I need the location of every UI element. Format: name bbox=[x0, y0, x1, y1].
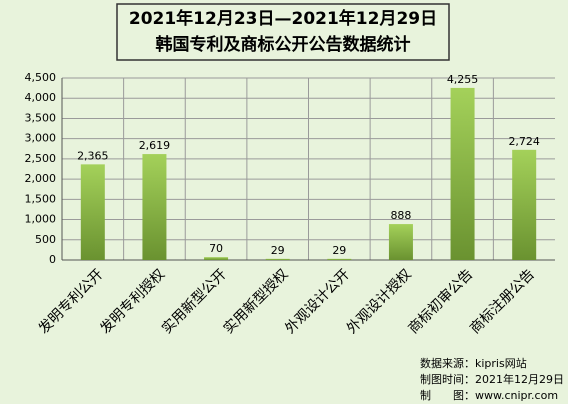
y-tick-label: 4,500 bbox=[25, 71, 57, 84]
data-label: 888 bbox=[390, 209, 411, 222]
data-label: 2,365 bbox=[77, 149, 109, 162]
data-label: 2,724 bbox=[508, 135, 540, 148]
data-label: 2,619 bbox=[139, 139, 171, 152]
source-note: 制图时间：2021年12月29日 bbox=[420, 372, 564, 386]
data-label: 29 bbox=[271, 244, 285, 257]
bar bbox=[265, 258, 290, 260]
data-label: 29 bbox=[332, 244, 346, 257]
bar bbox=[142, 154, 167, 260]
y-tick-label: 3,500 bbox=[25, 111, 57, 124]
y-tick-label: 1,500 bbox=[25, 192, 57, 205]
y-tick-label: 1,000 bbox=[25, 213, 57, 226]
y-tick-label: 0 bbox=[49, 253, 56, 266]
bar bbox=[204, 257, 229, 260]
y-tick-label: 2,500 bbox=[25, 152, 57, 165]
data-label: 4,255 bbox=[447, 73, 479, 86]
bar bbox=[327, 258, 352, 260]
y-tick-label: 2,000 bbox=[25, 172, 57, 185]
bar bbox=[388, 224, 413, 260]
chart-title: 2021年12月23日—2021年12月29日 bbox=[129, 8, 437, 29]
y-tick-label: 500 bbox=[35, 233, 56, 246]
bar bbox=[450, 87, 475, 260]
y-tick-label: 3,000 bbox=[25, 132, 57, 145]
title-box bbox=[116, 3, 450, 61]
y-tick-label: 4,000 bbox=[25, 91, 57, 104]
bar bbox=[512, 149, 537, 260]
source-note: 数据来源：kipris网站 bbox=[420, 356, 527, 370]
source-note: 制 图：www.cnipr.com bbox=[420, 389, 558, 402]
data-label: 70 bbox=[209, 242, 223, 255]
bar bbox=[80, 164, 105, 260]
chart-subtitle: 韩国专利及商标公开公告数据统计 bbox=[156, 34, 411, 55]
